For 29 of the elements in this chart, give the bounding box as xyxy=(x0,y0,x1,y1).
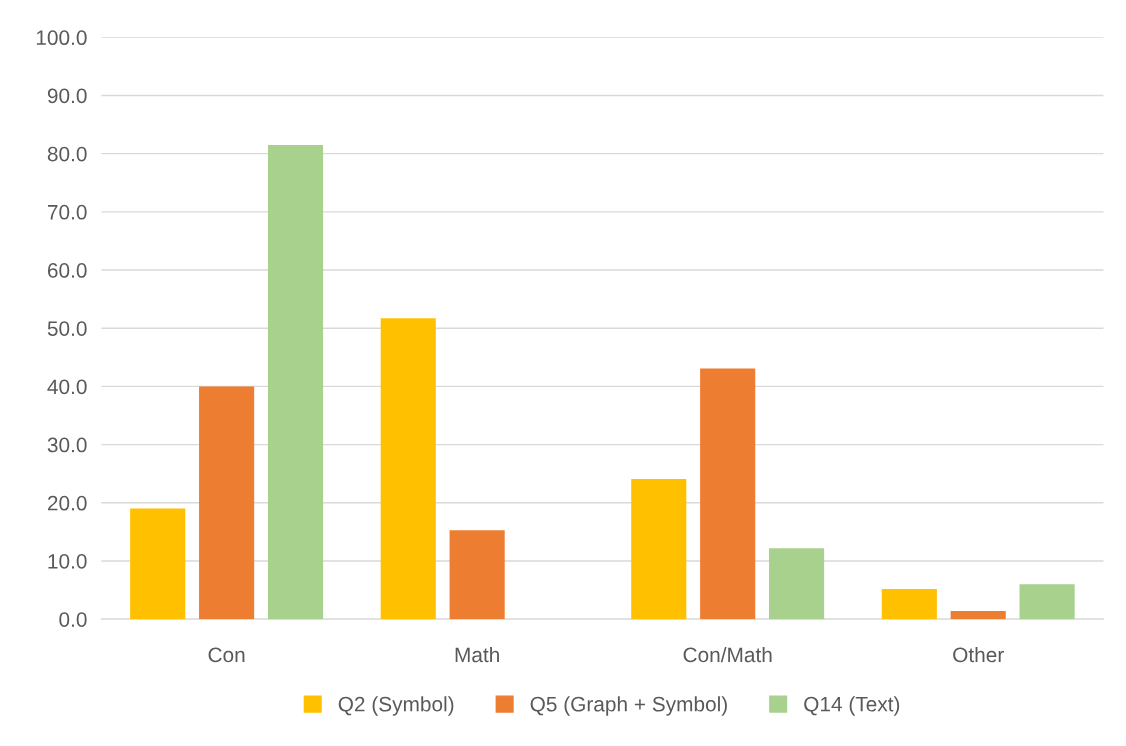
bar xyxy=(130,508,186,620)
legend-label: Q2 (Symbol) xyxy=(338,696,454,716)
y-tick-label: 100.0 xyxy=(36,30,87,46)
bar xyxy=(769,548,825,620)
bar xyxy=(1019,584,1075,620)
y-tick-label: 0.0 xyxy=(59,612,87,627)
y-tick-label: 50.0 xyxy=(47,321,87,336)
y-tick-label: 90.0 xyxy=(47,88,87,104)
bar xyxy=(950,611,1006,620)
bar xyxy=(449,530,505,620)
y-tick-label: 40.0 xyxy=(47,379,87,395)
y-tick-label: 20.0 xyxy=(47,495,87,511)
x-tick-label: Con/Math xyxy=(683,646,772,663)
x-tick-label: Math xyxy=(455,646,499,663)
y-tick-label: 60.0 xyxy=(47,263,87,278)
legend-label: Q14 (Text) xyxy=(804,696,900,716)
bar xyxy=(700,368,756,620)
x-tick-label: Con xyxy=(208,647,245,663)
bar xyxy=(881,588,937,620)
bar xyxy=(631,478,687,620)
y-tick-label: 80.0 xyxy=(47,146,87,162)
y-tick-label: 30.0 xyxy=(47,437,87,453)
legend-label: Q5 (Graph + Symbol) xyxy=(530,696,727,716)
y-tick-label: 10.0 xyxy=(48,553,87,569)
bar xyxy=(267,144,324,620)
bar xyxy=(380,318,436,620)
y-tick-label: 70.0 xyxy=(47,204,87,220)
bar xyxy=(199,386,255,620)
x-tick-label: Other xyxy=(953,646,1004,663)
